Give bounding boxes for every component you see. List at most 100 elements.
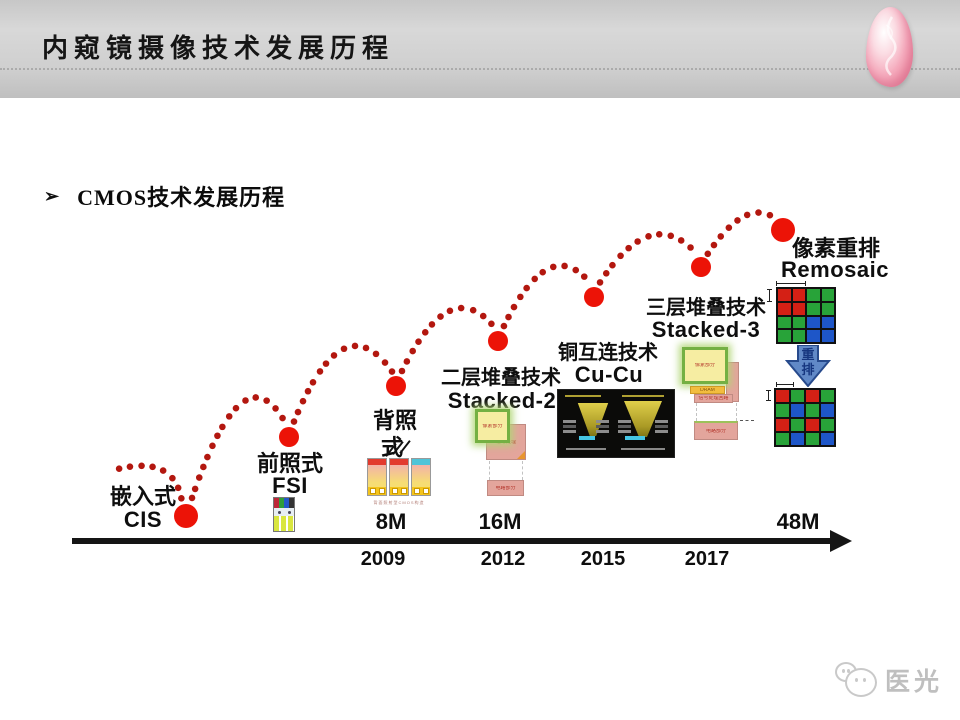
milestone-dot <box>584 287 604 307</box>
trail-dot <box>115 465 123 473</box>
milestone-label-cucu-en: Cu-Cu <box>574 362 644 387</box>
trail-dot <box>725 224 733 231</box>
trail-dot <box>309 378 317 386</box>
trail-dot <box>421 329 429 336</box>
trail-dot <box>304 387 312 395</box>
bullet-arrow-icon: ➢ <box>44 185 60 206</box>
stacked3-dram-layer: DRAM <box>690 386 725 394</box>
page-title: 内窥镜摄像技术发展历程 <box>42 34 395 63</box>
header-divider <box>0 68 960 70</box>
trail-dot <box>617 252 624 260</box>
pixel-cell-R <box>806 418 819 431</box>
photodiode-right <box>625 436 645 440</box>
dimension-mark <box>776 382 794 387</box>
stacked2-pixel-layer: 像素部分 <box>475 409 510 443</box>
quad-bayer-grid <box>776 287 836 344</box>
fsi-structure-icon <box>273 497 295 532</box>
pixel-cell-R <box>806 390 819 403</box>
watermark: 医光 <box>833 658 943 702</box>
timeline-axis <box>72 538 832 544</box>
milestone-dot <box>174 504 198 528</box>
pixel-cell-G <box>821 390 834 403</box>
milestone-label-cis-en: CIS <box>123 507 163 532</box>
fsi-substrate <box>274 516 294 531</box>
trail-dot <box>159 467 167 474</box>
milestone-label-cucu-cn: 铜互连技术 <box>558 342 658 364</box>
trail-dot <box>602 270 610 277</box>
trail-dot <box>388 368 396 375</box>
trail-dot <box>219 423 226 431</box>
trail-dot <box>479 312 487 320</box>
pixel-cell-R <box>792 302 805 315</box>
trail-dot <box>316 368 324 375</box>
trail-dot <box>704 250 712 258</box>
capacity-48m: 48M <box>776 509 820 534</box>
year-2009: 2009 <box>360 548 406 570</box>
stacked3-signal-layer: 信号处理回路 <box>694 394 733 403</box>
trail-dot <box>272 405 279 412</box>
trail-dot <box>149 463 156 471</box>
trail-dot <box>409 347 417 355</box>
milestone-dot <box>279 427 299 447</box>
pixel-cell-B <box>821 316 834 329</box>
photodiode-left <box>579 436 595 440</box>
pixel-cell-G <box>821 302 834 315</box>
trail-dot <box>381 359 389 366</box>
pixel-cell-G <box>806 404 819 417</box>
trail-dot <box>263 397 270 404</box>
milestone-label-bsi-line1: 背照 <box>372 408 418 433</box>
stacked3-pixel-layer: 像素部分 <box>682 347 728 384</box>
trail-dot <box>734 217 741 224</box>
trail-dot <box>539 268 547 276</box>
trail-dot <box>398 367 406 375</box>
trail-dot <box>710 241 718 249</box>
trail-dot <box>209 442 216 450</box>
trail-dot <box>531 275 539 283</box>
pixel-cell-B <box>821 432 834 445</box>
trail-dot <box>457 304 465 312</box>
trail-dot <box>572 266 580 274</box>
pixel-cell-G <box>792 330 805 342</box>
remosaic-arrow-icon: 重 排 <box>785 345 831 387</box>
pixel-cell-B <box>807 330 820 342</box>
svg-text:重: 重 <box>801 347 814 362</box>
trail-dot <box>200 463 207 471</box>
trail-dot <box>191 485 199 493</box>
trail-dot <box>188 494 196 502</box>
capacity-16m: 16M <box>478 509 522 534</box>
trail-dot <box>645 233 652 240</box>
trail-dot <box>580 273 588 280</box>
pixel-cell-B <box>791 404 804 417</box>
milestone-label-stacked3-en: Stacked-3 <box>651 317 761 342</box>
pixel-cell-R <box>776 418 789 431</box>
trail-dot <box>523 284 530 292</box>
fsi-wiring-layer <box>274 508 294 516</box>
cucu-comparison-image <box>557 389 675 458</box>
trail-dot <box>351 342 359 350</box>
pixel-cell-B <box>821 330 834 342</box>
trail-dot <box>372 350 380 358</box>
pixel-cell-B <box>821 404 834 417</box>
pixel-cell-G <box>821 418 834 431</box>
trail-dot <box>500 322 508 330</box>
gem-logo-icon <box>866 7 913 87</box>
trail-dot <box>655 231 663 238</box>
pixel-cell-R <box>776 390 789 403</box>
milestone-label-stacked3-cn: 三层堆叠技术 <box>646 297 766 319</box>
trail-dot <box>717 233 725 240</box>
trail-dot <box>126 463 134 470</box>
dimension-mark <box>776 281 806 286</box>
trail-dot <box>290 418 298 425</box>
dimension-mark <box>766 390 771 401</box>
trail-dot <box>677 237 685 244</box>
capacity-8m: 8M <box>375 509 407 534</box>
trail-dot <box>225 413 233 420</box>
milestone-dot <box>488 331 508 351</box>
trail-dot <box>505 313 512 321</box>
svg-text:排: 排 <box>801 362 814 377</box>
trail-dot <box>178 495 185 502</box>
trail-dot <box>667 232 675 240</box>
milestone-label-remosaic-en: Remosaic <box>781 257 889 282</box>
bullet-text: CMOS技术发展历程 <box>77 185 286 210</box>
pixel-cell-B <box>807 316 820 329</box>
